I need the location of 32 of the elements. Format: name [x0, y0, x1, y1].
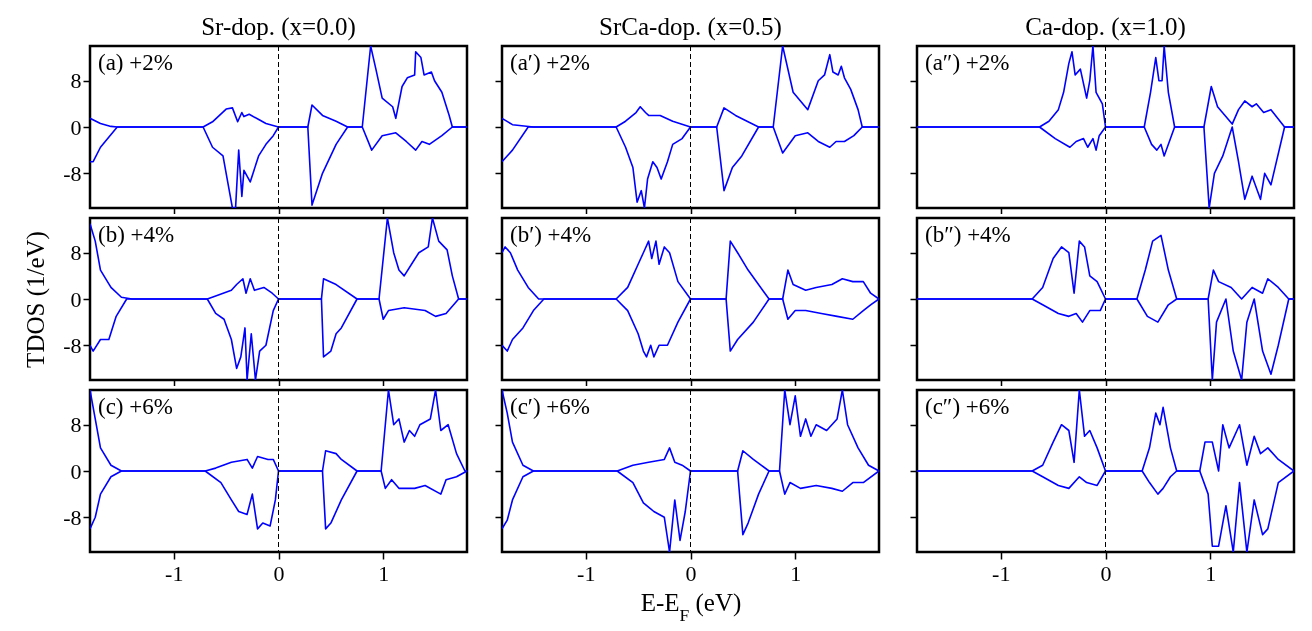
x-tick-label: 1 — [1205, 560, 1217, 586]
y-tick-label: 0 — [70, 114, 82, 140]
annotation: (a″) +2% — [925, 50, 1010, 75]
y-tick-label: 8 — [70, 240, 82, 266]
annotation: (b) +4% — [98, 222, 175, 247]
x-axis-title: E-E$_{F}$ (eV) — [640, 588, 742, 625]
chart-title: SrCa-dop. (x=0.5) — [599, 12, 782, 41]
y-tick-label: 8 — [70, 412, 82, 438]
x-tick-label: 0 — [1100, 560, 1112, 586]
annotation: (b′) +4% — [510, 222, 592, 247]
x-tick-label: -1 — [992, 560, 1011, 586]
chart-title: Ca-dop. (x=1.0) — [1025, 12, 1186, 41]
annotation: (b″) +4% — [925, 222, 1011, 247]
x-tick-label: 0 — [273, 560, 285, 586]
y-tick-label: -8 — [63, 160, 82, 186]
x-tick-label: -1 — [165, 560, 184, 586]
x-tick-label: 0 — [685, 560, 697, 586]
y-tick-label: 0 — [70, 458, 82, 484]
y-tick-label: -8 — [63, 504, 82, 530]
annotation: (a) +2% — [98, 50, 173, 75]
annotation: (c′) +6% — [510, 394, 590, 419]
y-tick-label: -8 — [63, 332, 82, 358]
x-tick-label: 1 — [790, 560, 802, 586]
y-tick-label: 0 — [70, 286, 82, 312]
x-tick-label: -1 — [577, 560, 596, 586]
annotation: (c″) +6% — [925, 394, 1010, 419]
y-axis-title: TDOS (1/eV) — [22, 231, 51, 368]
annotation: (c) +6% — [98, 394, 173, 419]
chart-title: Sr-dop. (x=0.0) — [201, 12, 356, 41]
y-tick-label: 8 — [70, 68, 82, 94]
x-tick-label: 1 — [378, 560, 390, 586]
annotation: (a′) +2% — [510, 50, 590, 75]
